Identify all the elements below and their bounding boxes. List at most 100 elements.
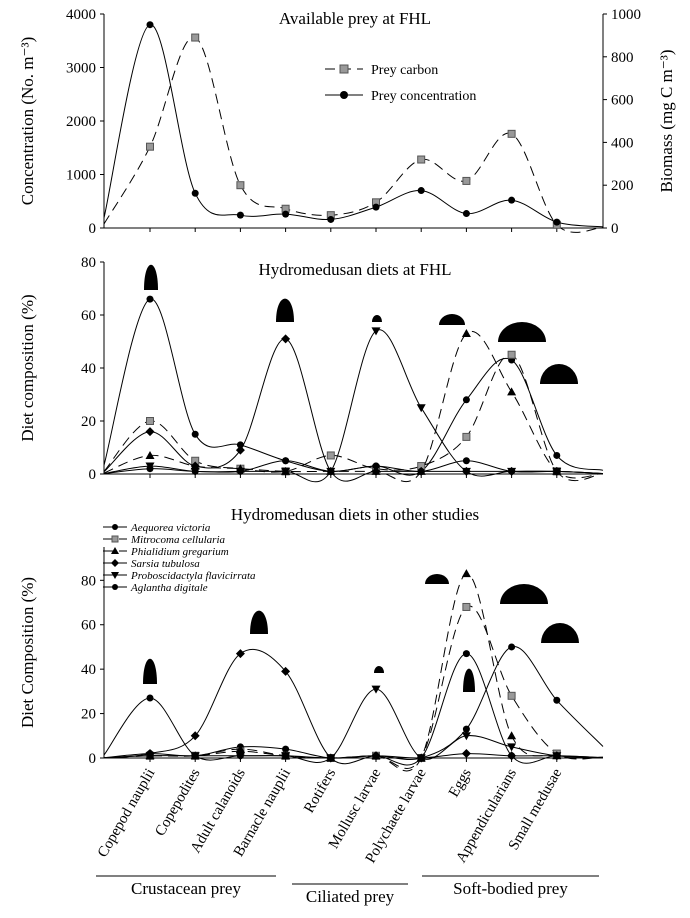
data-point [146, 21, 154, 29]
legend-label: Sarsia tubulosa [131, 558, 200, 570]
data-point [508, 643, 516, 651]
y-axis-label: Diet Composition (%) [18, 577, 37, 728]
series-line-4 [103, 334, 604, 482]
series-aglantha-digitale [103, 650, 604, 766]
legend-label: Aglantha digitale [130, 582, 208, 594]
medusa-icon [540, 364, 578, 384]
data-point [416, 404, 426, 413]
series-line-3 [103, 329, 604, 483]
data-point [507, 387, 517, 396]
data-point [461, 329, 471, 338]
data-point [190, 731, 200, 741]
data-point [553, 218, 561, 226]
category-label: Copepodites [152, 766, 203, 839]
data-point [371, 327, 381, 336]
data-point [281, 666, 291, 676]
data-point [462, 432, 471, 441]
legend-label: Mitrocoma cellularia [130, 534, 225, 546]
data-point [146, 417, 154, 425]
data-point [417, 467, 425, 475]
data-point [553, 467, 561, 475]
data-point [507, 743, 517, 752]
legend-marker [340, 91, 348, 99]
data-point [417, 187, 425, 195]
y-tick-label: 1000 [66, 168, 96, 184]
category-label: Eggs [446, 766, 475, 800]
series-line-1 [103, 295, 604, 476]
legend-label: Prey concentration [371, 89, 476, 104]
data-point [236, 181, 245, 190]
y-tick-label: 20 [81, 707, 96, 723]
data-point [236, 211, 244, 219]
y-tick-label: 60 [81, 618, 96, 634]
series-mitrocoma-cellularia [103, 602, 604, 769]
data-point [462, 650, 470, 658]
y2-tick-label: 200 [611, 178, 634, 194]
series-line [103, 330, 604, 483]
y-tick-label: 3000 [66, 61, 96, 77]
series-line [103, 653, 604, 766]
data-point [236, 467, 244, 475]
panel-diets-fhl: 0 20 40 60 80 Hydromedusan diets at FHL Diet c… [18, 255, 604, 483]
data-point [146, 694, 154, 702]
panel-diets-other-studies: 0 20 40 60 80 Hydromedusan diets in other stu… [18, 505, 604, 772]
chart-title: Available prey at FHL [279, 9, 431, 28]
data-point [461, 732, 471, 741]
category-label: Rotifers [301, 766, 339, 816]
y-tick-label: 80 [81, 573, 96, 589]
data-point [235, 445, 245, 455]
category-label: Copepod nauplii [95, 766, 159, 860]
medusa-icon [144, 264, 158, 290]
y2-tick-label: 800 [611, 50, 634, 66]
y-tick-label: 80 [81, 255, 96, 271]
series-proboscidactyla-flavicirrata [103, 685, 604, 763]
y2-tick-label: 0 [611, 221, 619, 237]
data-point [191, 430, 199, 438]
data-point [191, 33, 200, 42]
medusa-icon [500, 584, 548, 604]
data-point [462, 457, 470, 465]
medusa-icon [425, 574, 449, 584]
data-point [507, 350, 516, 359]
medusa-icon [374, 666, 384, 673]
data-point [146, 142, 154, 151]
data-point [553, 696, 561, 704]
legend-label: Proboscidactyla flavicirrata [130, 570, 256, 582]
y-tick-label: 4000 [66, 7, 96, 23]
data-point [327, 467, 335, 475]
data-point [371, 685, 381, 694]
data-point [371, 466, 381, 476]
series-aequorea-victoria [103, 643, 604, 762]
data-point [281, 334, 291, 344]
data-point [553, 752, 561, 760]
data-point [462, 725, 470, 733]
legend-marker [111, 559, 119, 567]
legend-marker [112, 524, 118, 530]
series-line [103, 460, 604, 475]
legend-marker [111, 535, 119, 543]
data-point [281, 467, 291, 476]
series-prey-concentration [103, 21, 604, 228]
data-point [553, 451, 561, 459]
series-line [103, 329, 604, 483]
group-label: Ciliated prey [306, 887, 395, 906]
medusa-icon [498, 322, 546, 342]
legend-label: Phialidium gregarium [130, 546, 229, 558]
data-point [507, 129, 516, 138]
legend-marker [112, 584, 118, 590]
legend-marker [111, 572, 119, 579]
data-point [235, 744, 245, 753]
legend: Prey carbon Prey concentration [325, 63, 476, 104]
y2-tick-label: 400 [611, 135, 634, 151]
data-point [146, 465, 154, 473]
data-point [508, 196, 516, 204]
data-point [461, 467, 471, 476]
group-label: Soft-bodied prey [453, 879, 568, 898]
chart-title: Hydromedusan diets in other studies [231, 505, 479, 524]
series-line [103, 338, 604, 482]
data-point [282, 745, 290, 753]
data-point [372, 462, 380, 470]
legend-marker [339, 64, 349, 74]
y-tick-label: 0 [89, 221, 97, 237]
